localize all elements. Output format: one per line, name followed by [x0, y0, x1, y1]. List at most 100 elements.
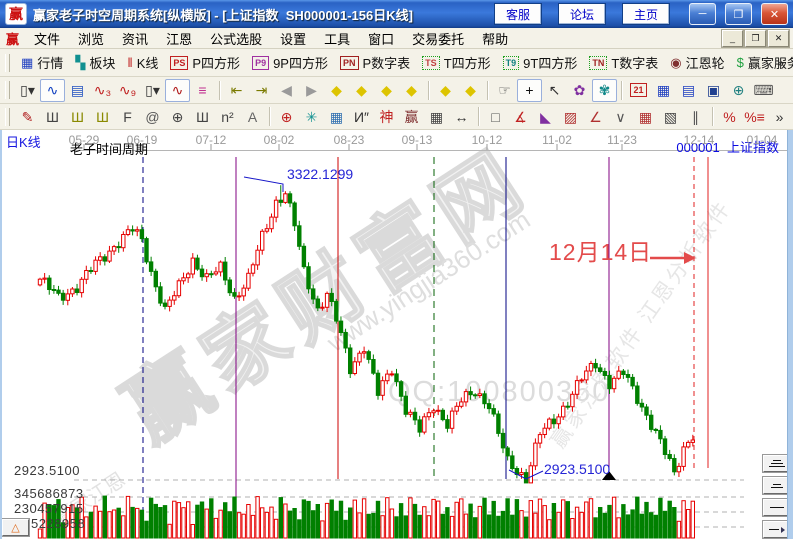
gann-mark-icon[interactable]: ✿	[567, 79, 592, 102]
next-page-icon[interactable]: ▶	[299, 79, 324, 102]
calculator-icon[interactable]: ▦	[651, 79, 676, 102]
zoom-in-diamond-icon[interactable]: ◆	[349, 79, 374, 102]
pane-layout-2-button[interactable]	[762, 476, 791, 495]
last-page-icon[interactable]: ⇥	[249, 79, 274, 102]
scribble-icon[interactable]: ✾	[592, 78, 617, 102]
menu-item-gann[interactable]: 江恩	[166, 31, 193, 47]
spiral-tool-icon[interactable]: @	[140, 105, 165, 128]
gold-comb2-icon[interactable]: Ш	[90, 105, 115, 128]
workstation-icon[interactable]: ⌨	[751, 79, 776, 102]
toolbar-grip[interactable]	[5, 81, 10, 99]
chart-9-icon[interactable]: ∿₉	[115, 79, 140, 102]
grid-target-icon[interactable]: ▦	[324, 105, 349, 128]
toolbar-grip[interactable]	[5, 53, 10, 72]
circle-ruler-icon[interactable]: ⊕	[165, 105, 190, 128]
p-square-button[interactable]: PS P四方形	[164, 51, 246, 74]
toolbar-main-overflow-chevron[interactable]: »	[777, 55, 784, 70]
gann-wave-icon[interactable]: И″	[349, 105, 374, 128]
fan-box-icon[interactable]: ◣	[533, 105, 558, 128]
radial-star-icon[interactable]: ✳	[299, 105, 324, 128]
box-tool-icon[interactable]: □	[483, 105, 508, 128]
period-label[interactable]: 日K线	[6, 135, 41, 150]
grid-123-icon[interactable]: ▦	[424, 105, 449, 128]
notes-icon[interactable]: ▤	[676, 79, 701, 102]
mdi-minimize-button[interactable]: _	[721, 28, 744, 48]
candle-type-dropdown[interactable]: ▯▾	[15, 79, 40, 102]
histogram-icon[interactable]: ≡	[190, 79, 215, 102]
compress-diamond-icon[interactable]: ◆	[399, 79, 424, 102]
percent-line-icon[interactable]: %	[717, 105, 742, 128]
shen-tool-icon[interactable]: 神	[374, 105, 399, 128]
pane-adjust-button[interactable]	[762, 520, 791, 539]
angle-lines-icon[interactable]: ∠	[583, 105, 608, 128]
compress-all-diamond-icon[interactable]: ◆	[433, 79, 458, 102]
forum-button[interactable]: 论坛	[558, 3, 606, 25]
pane-layout-3-button[interactable]	[762, 454, 791, 473]
pane-layout-1-button[interactable]	[762, 498, 791, 517]
candle-style-dropdown[interactable]: ▯▾	[140, 79, 165, 102]
first-page-icon[interactable]: ⇤	[224, 79, 249, 102]
export-icon[interactable]: ⊕	[726, 79, 751, 102]
hand-tool-icon[interactable]: ☞	[492, 79, 517, 102]
wave-check-icon[interactable]: ∨	[608, 105, 633, 128]
comb-tool-icon[interactable]: Ш	[40, 105, 65, 128]
box-grid-fan-icon[interactable]: ▨	[558, 105, 583, 128]
toolbar-grip[interactable]	[5, 107, 10, 126]
indicator-switch-button[interactable]: △	[1, 518, 30, 537]
zoom-out-diamond-icon[interactable]: ◆	[324, 79, 349, 102]
pen-tool-icon[interactable]: ✎	[15, 105, 40, 128]
n-squared-icon[interactable]: n²	[215, 105, 240, 128]
target-circle-icon[interactable]: ⊕	[274, 105, 299, 128]
grid-arrow-icon[interactable]: ▧	[658, 105, 683, 128]
crosshair-tool-icon[interactable]: +	[517, 78, 542, 102]
prev-page-icon[interactable]: ◀	[274, 79, 299, 102]
parallel-lines-icon[interactable]: ∥	[683, 105, 708, 128]
menu-item-news[interactable]: 资讯	[122, 31, 149, 47]
menu-item-help[interactable]: 帮助	[482, 31, 509, 47]
menu-item-settings[interactable]: 设置	[280, 31, 307, 47]
hspan-tool-icon[interactable]: ↔	[449, 105, 474, 128]
menu-item-browse[interactable]: 浏览	[78, 31, 105, 47]
p-number-button[interactable]: PN P数字表	[334, 51, 416, 74]
customer-service-button[interactable]: 客服	[494, 3, 542, 25]
f-ruler-icon[interactable]: F	[115, 105, 140, 128]
a-ruler-icon[interactable]: A	[240, 105, 265, 128]
fan-lines-icon[interactable]: ∡	[508, 105, 533, 128]
pointer-zoom-icon[interactable]: ↖	[542, 79, 567, 102]
save-icon[interactable]: ▣	[701, 79, 726, 102]
menu-item-tools[interactable]: 工具	[324, 31, 351, 47]
mdi-restore-button[interactable]: ❐	[744, 28, 767, 48]
t9-square-button[interactable]: T9 9T四方形	[497, 51, 584, 74]
close-button[interactable]: ✕	[761, 3, 788, 25]
expand-all-diamond-icon[interactable]: ◆	[458, 79, 483, 102]
percent-levels-icon[interactable]: %≡	[742, 105, 767, 128]
zigzag-line-icon[interactable]: ∿	[40, 78, 65, 102]
draw-overflow-chevron[interactable]: »	[767, 105, 792, 128]
gold-comb-icon[interactable]: Ш	[65, 105, 90, 128]
p9-square-button[interactable]: P9 9P四方形	[246, 51, 334, 74]
t-square-button[interactable]: TS T四方形	[416, 51, 496, 74]
red-grid-icon[interactable]: ▦	[633, 105, 658, 128]
homepage-button[interactable]: 主页	[622, 3, 670, 25]
service-button[interactable]: $赢家服务	[731, 51, 793, 74]
info-panel-icon[interactable]: ▤	[65, 79, 90, 102]
minimize-button[interactable]: ─	[689, 3, 716, 25]
menu-item-trade-order[interactable]: 交易委托	[412, 31, 465, 47]
t-number-button[interactable]: TN T数字表	[583, 51, 664, 74]
menu-item-window[interactable]: 窗口	[368, 31, 395, 47]
expand-diamond-icon[interactable]: ◆	[374, 79, 399, 102]
quotes-button[interactable]: ▦ 行情	[15, 51, 69, 74]
kline-button[interactable]: ‖ K线	[121, 51, 164, 74]
red-wave-icon[interactable]: ∿	[165, 78, 190, 102]
menu-item-file[interactable]: 文件	[34, 31, 61, 47]
calendar-icon[interactable]: 21	[626, 79, 651, 102]
mdi-close-button[interactable]: ✕	[767, 28, 790, 48]
menu-item-formula-stock-pick[interactable]: 公式选股	[210, 31, 263, 47]
comb2-tool-icon[interactable]: Ш	[190, 105, 215, 128]
restore-button[interactable]: ❐	[725, 3, 752, 25]
gann-wheel-button[interactable]: ◉ 江恩轮	[664, 51, 730, 74]
chart-3-icon[interactable]: ∿₃	[90, 79, 115, 102]
blocks-button[interactable]: ▚ 板块	[69, 51, 121, 74]
ying-tool-icon[interactable]: 赢	[399, 105, 424, 128]
